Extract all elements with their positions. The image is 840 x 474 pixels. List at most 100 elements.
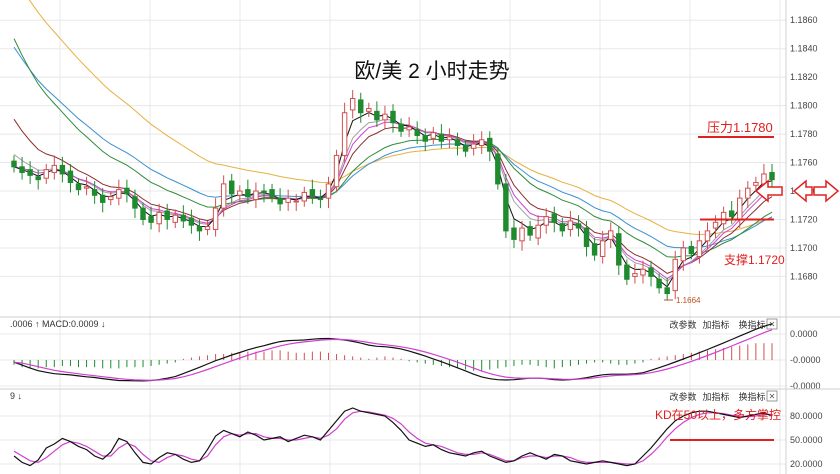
candle-body bbox=[196, 226, 203, 232]
candle-body bbox=[35, 176, 41, 181]
macd-lines bbox=[13, 323, 773, 382]
kd-tick-label: 50.0000 bbox=[790, 435, 823, 445]
candle-body bbox=[583, 227, 590, 248]
candle-body bbox=[237, 190, 243, 196]
ma-yellow-line bbox=[28, 0, 773, 236]
candle-body bbox=[75, 183, 82, 191]
kd-note: KD在50以上，多方掌控 bbox=[655, 407, 781, 422]
candle-body bbox=[245, 189, 251, 198]
candle-body bbox=[333, 154, 340, 188]
candle-body bbox=[164, 210, 170, 220]
candle-body bbox=[309, 189, 316, 198]
candle-body bbox=[116, 189, 122, 199]
candle-body bbox=[495, 153, 501, 185]
candle-body bbox=[672, 258, 678, 292]
candle-body bbox=[382, 113, 388, 121]
candle-body bbox=[83, 186, 90, 189]
ma-green-line bbox=[13, 38, 773, 258]
candle-body bbox=[366, 107, 372, 112]
kd-y-axis: 80.0000 50.0000 20.0000 bbox=[790, 411, 823, 469]
candle-body bbox=[229, 180, 235, 195]
candle-body bbox=[535, 224, 541, 239]
candle-body bbox=[470, 143, 477, 149]
candle-body bbox=[599, 240, 606, 257]
candle-body bbox=[704, 230, 711, 242]
candle-body bbox=[301, 191, 308, 202]
candle-body bbox=[374, 110, 380, 121]
kd-k-line bbox=[13, 407, 773, 467]
candle-body bbox=[59, 164, 66, 175]
close-icon: ✕ bbox=[769, 392, 776, 401]
candle-body bbox=[624, 264, 630, 280]
arrow-left-icon bbox=[792, 179, 813, 203]
candle-body bbox=[616, 233, 622, 266]
indicator-button-1[interactable]: 加指标 bbox=[702, 319, 729, 330]
candle-body bbox=[769, 172, 775, 181]
candle-body bbox=[608, 230, 614, 240]
ma-pink-line bbox=[13, 121, 773, 280]
main-grid bbox=[0, 0, 786, 474]
candle-body bbox=[341, 112, 348, 156]
close-button[interactable] bbox=[766, 390, 778, 402]
candle-body bbox=[511, 227, 517, 240]
candle-body bbox=[188, 217, 195, 226]
macd-tick-label: -0.0000 bbox=[790, 355, 821, 365]
candle-body bbox=[156, 211, 162, 225]
candle-body bbox=[656, 278, 662, 289]
y-tick-label: 1.1680 bbox=[790, 271, 818, 281]
candle-body bbox=[390, 110, 396, 124]
y-tick-label: 1.1720 bbox=[790, 214, 818, 224]
candle-body bbox=[591, 243, 598, 256]
indicator-button-2[interactable]: 换指标 bbox=[738, 391, 765, 402]
candle-body bbox=[204, 226, 211, 230]
indicator-button-0[interactable]: 改参数 bbox=[669, 391, 696, 402]
kd-d-line bbox=[13, 410, 772, 465]
candlesticks bbox=[11, 89, 775, 301]
candle-body bbox=[398, 123, 404, 132]
macd-dif-line bbox=[13, 323, 773, 382]
candle-body bbox=[414, 129, 420, 137]
y-tick-label: 1.1760 bbox=[790, 158, 818, 168]
candle-body bbox=[454, 139, 461, 146]
ma-gray-line bbox=[13, 118, 773, 282]
candle-body bbox=[317, 197, 324, 201]
ma-maroon-line bbox=[13, 118, 773, 274]
candle-body bbox=[551, 213, 557, 223]
candle-body bbox=[728, 210, 735, 218]
candle-body bbox=[640, 268, 646, 276]
candle-body bbox=[51, 164, 58, 174]
candle-body bbox=[19, 166, 25, 174]
candle-body bbox=[664, 287, 670, 294]
candle-body bbox=[325, 183, 332, 199]
candle-body bbox=[720, 211, 727, 225]
candle-body bbox=[108, 196, 114, 201]
candle-body bbox=[27, 169, 33, 176]
candle-body bbox=[446, 136, 453, 141]
main-annotations bbox=[664, 135, 840, 301]
y-tick-label: 1.1820 bbox=[790, 72, 818, 82]
candle-body bbox=[478, 139, 485, 146]
macd-histogram bbox=[13, 343, 773, 371]
candle-body bbox=[462, 144, 469, 152]
candle-body bbox=[680, 247, 687, 262]
macd-y-axis: 0.0000 -0.0000 -0.0000 bbox=[790, 329, 821, 391]
candle-body bbox=[220, 183, 227, 209]
candle-body bbox=[172, 214, 178, 223]
candle-body bbox=[430, 132, 437, 139]
indicator-button-0[interactable]: 改参数 bbox=[669, 319, 696, 330]
y-tick-label: 1.1780 bbox=[790, 129, 818, 139]
candle-body bbox=[277, 197, 283, 205]
candle-body bbox=[261, 190, 267, 193]
chart-title: 欧/美 2 小时走势 bbox=[354, 60, 509, 83]
macd-tick-label: -0.0000 bbox=[790, 381, 821, 391]
candle-body bbox=[269, 189, 275, 198]
candle-body bbox=[358, 99, 364, 114]
macd-dea-line bbox=[13, 329, 773, 381]
kd-header: 9 ↓ bbox=[10, 391, 22, 401]
indicator-button-1[interactable]: 加指标 bbox=[702, 391, 729, 402]
indicator-button-2[interactable]: 换指标 bbox=[738, 319, 765, 330]
candle-body bbox=[11, 160, 17, 168]
main-y-axis: 1.1860 1.1840 1.1820 1.1800 1.1780 1.1760 1.17… bbox=[790, 15, 818, 281]
y-tick-label: 1.1700 bbox=[790, 243, 818, 253]
